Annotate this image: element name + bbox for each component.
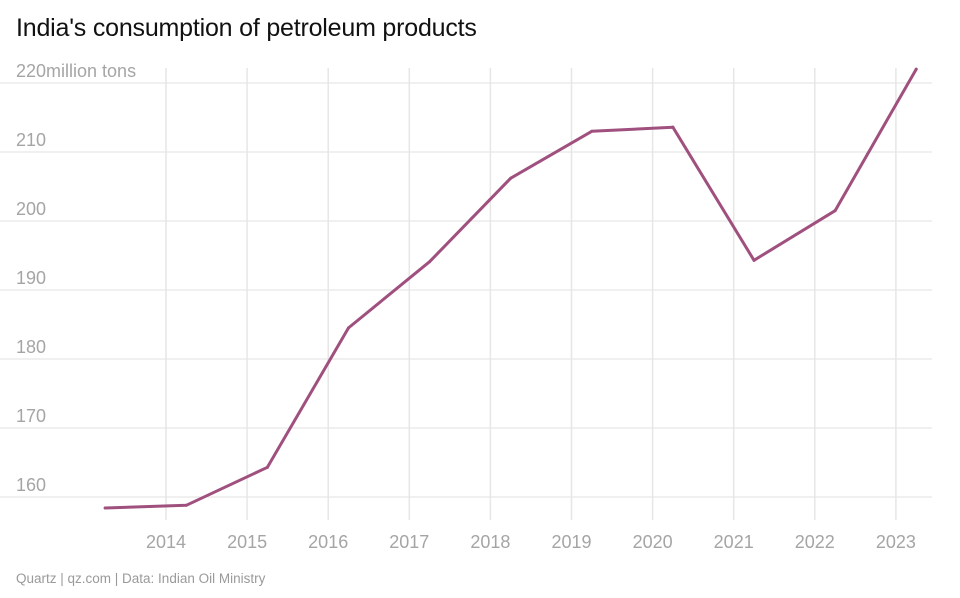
x-tick-label: 2015 [227, 532, 267, 552]
data-point [428, 260, 432, 264]
y-tick-label: 170 [16, 406, 46, 426]
x-tick-label: 2018 [470, 532, 510, 552]
y-axis-ticks: 220million tons 210 200 190 180 170 160 [16, 61, 136, 495]
y-tick-label: 190 [16, 268, 46, 288]
x-tick-label: 2023 [876, 532, 916, 552]
chart-title: India's consumption of petroleum product… [16, 14, 477, 42]
data-point [265, 465, 269, 469]
data-point [346, 326, 350, 330]
data-point [509, 176, 513, 180]
y-tick-label: 200 [16, 199, 46, 219]
x-tick-label: 2016 [308, 532, 348, 552]
x-axis-ticks: 2014 2015 2016 2017 2018 2019 2020 2021 2022 2023 [146, 532, 916, 552]
x-tick-label: 2022 [795, 532, 835, 552]
data-point [914, 67, 918, 71]
y-tick-label: 210 [16, 130, 46, 150]
data-point [671, 125, 675, 129]
x-tick-label: 2020 [633, 532, 673, 552]
x-tick-label: 2014 [146, 532, 186, 552]
series-line [103, 67, 918, 510]
y-tick-label: 160 [16, 475, 46, 495]
data-point [752, 258, 756, 262]
x-tick-label: 2019 [551, 532, 591, 552]
data-point [103, 506, 107, 510]
data-series [103, 67, 918, 510]
vertical-gridlines [165, 68, 897, 520]
horizontal-gridlines [0, 82, 932, 498]
y-tick-label: 220million tons [16, 61, 136, 81]
x-tick-label: 2017 [389, 532, 429, 552]
data-point [833, 209, 837, 213]
data-point [590, 129, 594, 133]
y-tick-label: 180 [16, 337, 46, 357]
x-tick-label: 2021 [714, 532, 754, 552]
data-point [184, 503, 188, 507]
source-note: Quartz | qz.com | Data: Indian Oil Minis… [16, 571, 266, 586]
